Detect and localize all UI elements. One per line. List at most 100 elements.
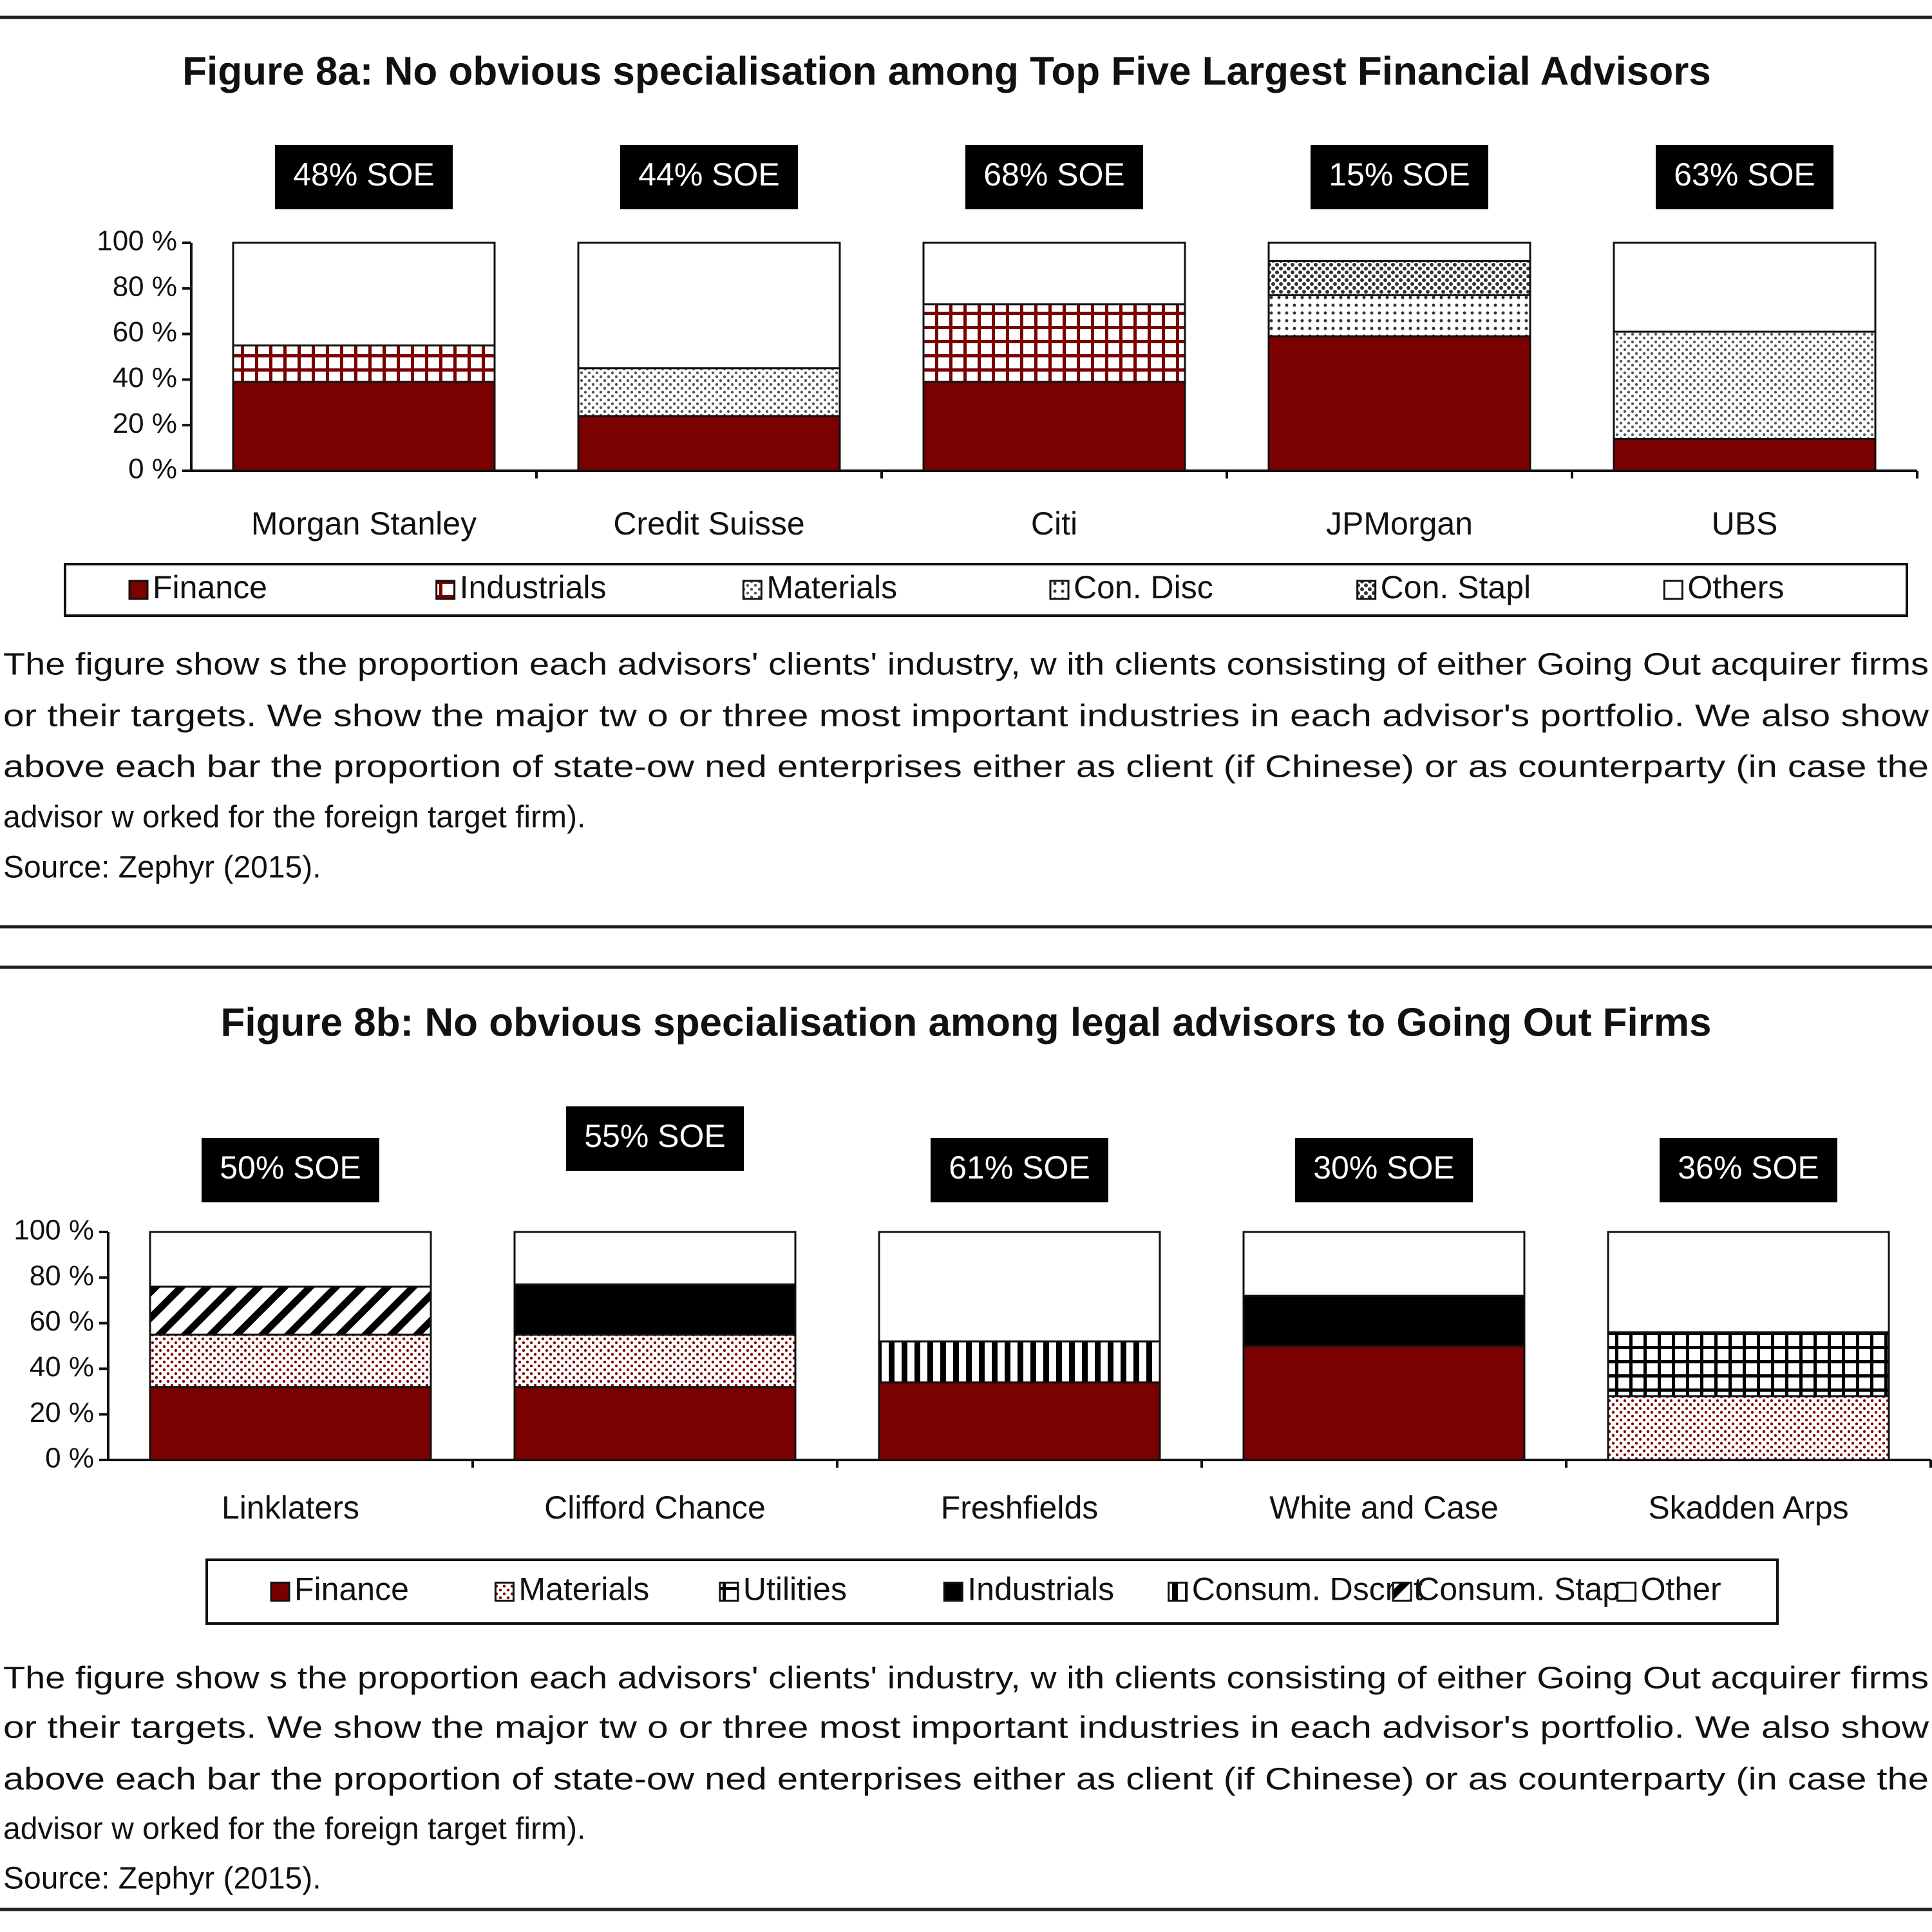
bar-segment bbox=[878, 1340, 1161, 1384]
y-tick-label: 40 % bbox=[113, 362, 177, 393]
bar-segment bbox=[1607, 1331, 1890, 1397]
bar-segment bbox=[232, 344, 496, 383]
legend-label: Finance bbox=[294, 1571, 409, 1607]
legend-label: Con. Stapl bbox=[1381, 569, 1531, 605]
caption-line: The figure show s the proportion each ad… bbox=[3, 648, 1929, 682]
legend-label: Industrials bbox=[967, 1571, 1114, 1607]
bar-segment bbox=[878, 1231, 1161, 1343]
y-tick-label: 100 % bbox=[14, 1215, 94, 1246]
bar-segment bbox=[513, 1231, 797, 1285]
caption-line: above each bar the proportion of state-o… bbox=[3, 750, 1929, 784]
bar-segment bbox=[1607, 1395, 1890, 1461]
legend-label: Others bbox=[1687, 569, 1784, 605]
bar-segment bbox=[1242, 1231, 1526, 1297]
soe-box bbox=[202, 1138, 379, 1202]
x-tick-label: Morgan Stanley bbox=[251, 506, 477, 542]
x-tick-label: Citi bbox=[1031, 506, 1077, 542]
legend-swatch bbox=[1616, 1582, 1637, 1602]
bar-segment bbox=[1267, 242, 1531, 262]
legend-box bbox=[64, 563, 1908, 617]
chart-title: Figure 8b: No obvious specialisation amo… bbox=[220, 1000, 1711, 1045]
legend-swatch bbox=[1356, 580, 1377, 600]
soe-label: 55% SOE bbox=[584, 1118, 726, 1154]
soe-box bbox=[1660, 1138, 1837, 1202]
legend-swatch bbox=[1392, 1582, 1412, 1602]
y-tick-label: 20 % bbox=[113, 408, 177, 439]
legend-label: Finance bbox=[153, 569, 267, 605]
legend-label: Other bbox=[1641, 1571, 1721, 1607]
bar-segment bbox=[1242, 1294, 1526, 1347]
caption-line: The figure show s the proportion each ad… bbox=[3, 1662, 1929, 1696]
caption-line: above each bar the proportion of state-o… bbox=[3, 1763, 1929, 1797]
soe-label: 44% SOE bbox=[638, 156, 780, 193]
caption-line: advisor w orked for the foreign target f… bbox=[3, 800, 585, 835]
source: Source: Zephyr (2015). bbox=[3, 851, 321, 885]
soe-box bbox=[931, 1138, 1108, 1202]
chart-title: Figure 8a: No obvious specialisation amo… bbox=[182, 49, 1711, 93]
source: Source: Zephyr (2015). bbox=[3, 1862, 321, 1896]
y-tick-label: 0 % bbox=[45, 1443, 94, 1474]
bar-segment bbox=[513, 1333, 797, 1388]
bar-segment bbox=[1613, 437, 1877, 472]
y-tick-label: 40 % bbox=[30, 1351, 94, 1383]
soe-label: 68% SOE bbox=[983, 156, 1125, 193]
soe-box bbox=[965, 145, 1143, 209]
bar-segment bbox=[1242, 1345, 1526, 1461]
legend-label: Consum. Stap bbox=[1416, 1571, 1620, 1607]
bar-segment bbox=[1613, 242, 1877, 333]
bar-segment bbox=[1267, 335, 1531, 472]
soe-box bbox=[1295, 1138, 1473, 1202]
bar-segment bbox=[149, 1285, 432, 1336]
legend-label: Industrials bbox=[460, 569, 607, 605]
y-tick-label: 80 % bbox=[113, 270, 177, 302]
x-tick-label: JPMorgan bbox=[1326, 506, 1473, 542]
bar-segment bbox=[878, 1381, 1161, 1461]
legend-label: Consum. Dscret bbox=[1192, 1571, 1423, 1607]
bar-segment bbox=[577, 367, 841, 417]
bar-segment bbox=[1267, 294, 1531, 337]
soe-label: 50% SOE bbox=[220, 1150, 361, 1186]
bar-segment bbox=[922, 303, 1186, 383]
legend-label: Con. Disc bbox=[1074, 569, 1213, 605]
caption-line: advisor w orked for the foreign target f… bbox=[3, 1812, 585, 1846]
y-tick-label: 60 % bbox=[113, 316, 177, 348]
soe-label: 30% SOE bbox=[1313, 1150, 1455, 1186]
soe-label: 36% SOE bbox=[1678, 1150, 1819, 1186]
legend-swatch bbox=[943, 1582, 963, 1602]
soe-label: 15% SOE bbox=[1329, 156, 1470, 193]
bar-segment bbox=[513, 1283, 797, 1336]
x-tick-label: Credit Suisse bbox=[613, 506, 804, 542]
legend-box bbox=[205, 1558, 1779, 1625]
legend-swatch bbox=[128, 580, 149, 600]
bar-segment bbox=[232, 242, 496, 346]
soe-label: 61% SOE bbox=[949, 1150, 1090, 1186]
x-tick-label: Skadden Arps bbox=[1648, 1490, 1848, 1526]
soe-box bbox=[620, 145, 798, 209]
soe-box bbox=[1311, 145, 1488, 209]
bar-segment bbox=[513, 1386, 797, 1461]
bar-segment bbox=[232, 381, 496, 472]
x-tick-label: UBS bbox=[1712, 506, 1778, 542]
legend-label: Utilities bbox=[743, 1571, 847, 1607]
bar-segment bbox=[577, 242, 841, 370]
bar-segment bbox=[922, 381, 1186, 472]
legend-swatch bbox=[1168, 1582, 1188, 1602]
y-tick-label: 60 % bbox=[30, 1305, 94, 1337]
soe-box bbox=[566, 1106, 744, 1171]
y-tick-label: 0 % bbox=[128, 453, 177, 485]
x-tick-label: Linklaters bbox=[222, 1490, 359, 1526]
legend-swatch bbox=[435, 580, 456, 600]
bar-segment bbox=[149, 1231, 432, 1288]
y-tick-label: 100 % bbox=[97, 225, 177, 257]
caption-line: or their targets. We show the major tw o… bbox=[3, 1711, 1929, 1745]
legend-swatch bbox=[719, 1582, 739, 1602]
x-tick-label: White and Case bbox=[1269, 1490, 1499, 1526]
bar-segment bbox=[1613, 330, 1877, 440]
soe-label: 63% SOE bbox=[1674, 156, 1815, 193]
legend-swatch bbox=[494, 1582, 515, 1602]
y-tick-label: 80 % bbox=[30, 1260, 94, 1291]
legend-swatch bbox=[742, 580, 762, 600]
x-tick-label: Clifford Chance bbox=[544, 1490, 766, 1526]
legend-swatch bbox=[1049, 580, 1070, 600]
